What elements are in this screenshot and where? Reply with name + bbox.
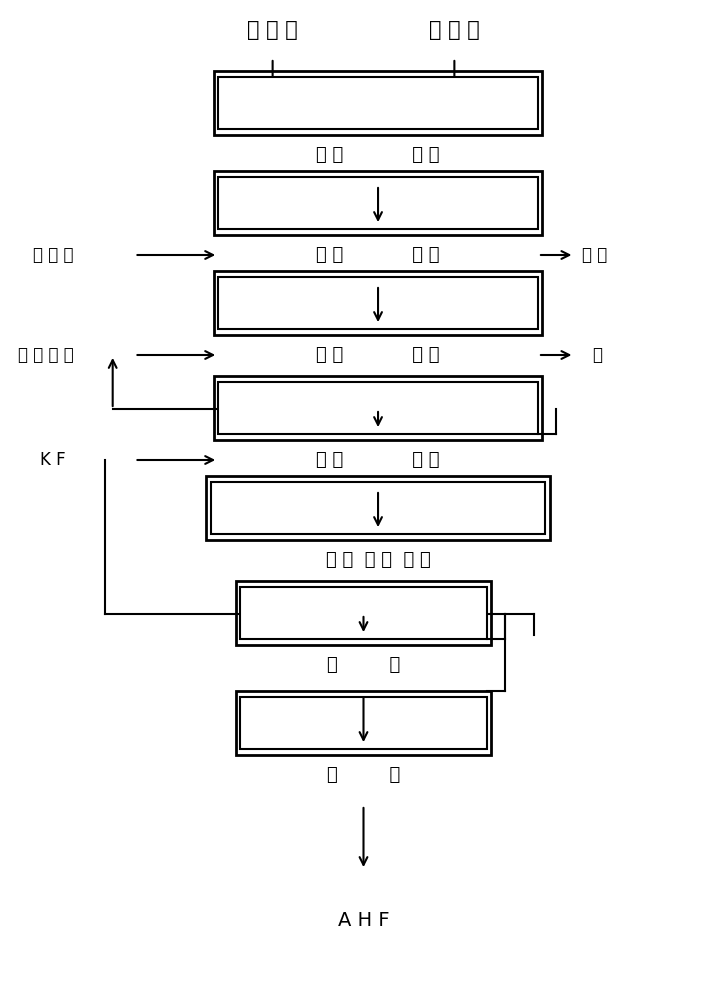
Text: 硅 肥: 硅 肥 bbox=[582, 246, 607, 264]
Bar bbox=[240, 587, 487, 639]
Text: 热         解: 热 解 bbox=[327, 656, 400, 674]
Text: 硅 石 粉: 硅 石 粉 bbox=[429, 20, 480, 40]
Bar bbox=[211, 482, 545, 534]
Text: 冷         凝: 冷 凝 bbox=[327, 766, 400, 784]
Text: 生 成            复 盐: 生 成 复 盐 bbox=[316, 346, 440, 364]
Text: 水: 水 bbox=[593, 346, 603, 364]
Text: 三 聚 氰 胺: 三 聚 氰 胺 bbox=[18, 346, 74, 364]
Text: 萤 石 粉: 萤 石 粉 bbox=[247, 20, 298, 40]
Bar bbox=[218, 277, 538, 329]
Text: 水 蒸 气: 水 蒸 气 bbox=[33, 246, 73, 264]
Bar bbox=[214, 271, 542, 335]
Text: A H F: A H F bbox=[337, 911, 390, 930]
Bar bbox=[218, 177, 538, 229]
Text: 浓 缩  结 晶  干 燥: 浓 缩 结 晶 干 燥 bbox=[326, 551, 430, 569]
Bar bbox=[214, 71, 542, 135]
Bar bbox=[206, 476, 550, 540]
Bar bbox=[214, 376, 542, 440]
Text: K F: K F bbox=[40, 451, 65, 469]
Bar bbox=[218, 77, 538, 129]
Text: 电 炉            焙 烧: 电 炉 焙 烧 bbox=[316, 246, 440, 264]
Bar bbox=[236, 691, 491, 755]
Bar bbox=[236, 581, 491, 645]
Bar bbox=[214, 171, 542, 235]
Text: 反 应            滤 洗: 反 应 滤 洗 bbox=[316, 451, 440, 469]
Bar bbox=[240, 697, 487, 749]
Text: 配 料            混 料: 配 料 混 料 bbox=[316, 146, 440, 164]
Bar bbox=[218, 382, 538, 434]
